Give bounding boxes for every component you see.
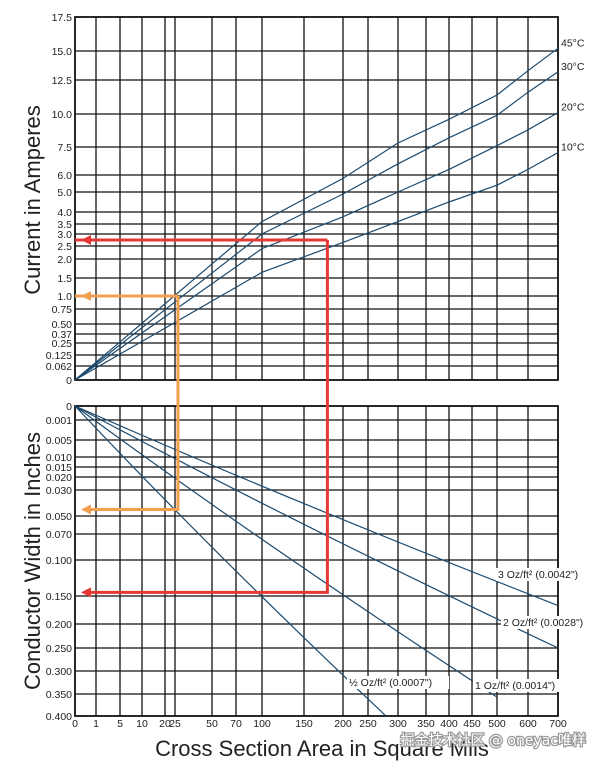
bottom-y-tick-label: 0.350 — [46, 689, 72, 701]
copper-weight-curve-label: 3 Oz/ft² (0.0042") — [498, 569, 578, 581]
copper-weight-curve-label: 1 Oz/ft² (0.0014") — [475, 680, 555, 692]
example-arrow-width — [81, 504, 91, 515]
bottom-y-tick-label: 0.070 — [46, 529, 72, 541]
copper-weight-curve-label: 2 Oz/ft² (0.0028") — [503, 617, 583, 629]
temperature-rise-curves: 45°C 30°C 20°C 10°C — [74, 37, 585, 381]
bottom-y-tick-label: 0.001 — [46, 415, 72, 427]
temperature-curve — [74, 71, 559, 381]
x-tick-label: 350 — [417, 718, 435, 730]
top-y-tick-label: 0.062 — [46, 361, 72, 373]
top-y-tick-label: 10.0 — [52, 109, 73, 121]
top-y-tick-label: 0.125 — [46, 350, 72, 362]
copper-weight-label-bg — [501, 616, 600, 629]
bottom-y-tick-label: 0.200 — [46, 619, 72, 631]
x-tick-label: 0 — [72, 718, 78, 730]
top-y-tick-label: 6.0 — [57, 170, 72, 182]
copper-weight-curves: 3 Oz/ft² (0.0042") 2 Oz/ft² (0.0028") 1 Oz… — [74, 405, 600, 717]
x-tick-label: 500 — [488, 718, 506, 730]
x-tick-label: 10 — [136, 718, 148, 730]
copper-weight-curve — [74, 405, 559, 649]
bottom-y-tick-label: 0.300 — [46, 666, 72, 678]
example-path-line — [87, 240, 329, 594]
x-tick-label: 100 — [253, 718, 271, 730]
x-tick-label: 1 — [93, 718, 99, 730]
top-y-tick-label: 2.0 — [57, 254, 72, 266]
top-y-tick-label: 15.0 — [52, 46, 73, 58]
x-tick-label: 50 — [206, 718, 218, 730]
top-chart-y-ticks: 00.0620.1250.250.370.500.751.01.52.02.53… — [46, 12, 72, 387]
temperature-curve — [74, 112, 559, 381]
top-y-tick-label: 12.5 — [52, 75, 73, 87]
bottom-chart-grid — [74, 405, 559, 717]
example-arrow-current — [81, 291, 91, 301]
copper-weight-label-bg — [347, 676, 449, 689]
x-tick-label: 400 — [440, 718, 458, 730]
x-axis-title: Cross Section Area in Square Mils — [155, 736, 489, 761]
bottom-y-tick-label: 0.400 — [46, 711, 72, 723]
x-tick-label: 25 — [169, 718, 181, 730]
top-y-tick-label: 1.0 — [57, 291, 72, 303]
top-y-tick-label: 5.0 — [57, 187, 72, 199]
top-y-tick-label: 7.5 — [57, 142, 72, 154]
copper-weight-label-bg — [473, 679, 577, 692]
y-axis-title-current: Current in Amperes — [20, 105, 45, 295]
temperature-curve-label: 30°C — [561, 61, 585, 73]
copper-weight-curve — [74, 405, 559, 607]
bottom-y-tick-label: 0.150 — [46, 591, 72, 603]
bottom-y-tick-label: 0.250 — [46, 643, 72, 655]
temperature-curve-label: 45°C — [561, 37, 585, 49]
top-y-tick-label: 1.5 — [57, 273, 72, 285]
bottom-y-tick-label: 0.050 — [46, 511, 72, 523]
copper-weight-label-bg — [496, 568, 600, 581]
example-arrow-width — [81, 587, 91, 598]
top-y-tick-label: 0.25 — [52, 338, 73, 350]
x-tick-label: 5 — [117, 718, 123, 730]
top-chart-grid — [74, 16, 559, 381]
top-y-tick-label: 3.0 — [57, 229, 72, 241]
x-tick-label: 600 — [519, 718, 537, 730]
copper-weight-curve — [74, 405, 387, 717]
copper-weight-curve-label: ½ Oz/ft² (0.0007") — [349, 677, 432, 689]
top-y-tick-label: 0 — [66, 375, 72, 387]
bottom-y-tick-label: 0.005 — [46, 435, 72, 447]
bottom-y-tick-label: 0.010 — [46, 452, 72, 464]
top-y-tick-label: 0.37 — [52, 329, 73, 341]
x-tick-label: 150 — [295, 718, 313, 730]
top-y-tick-label: 0.50 — [52, 319, 73, 331]
x-tick-label: 20 — [159, 718, 171, 730]
temperature-curve-label: 20°C — [561, 102, 585, 114]
x-tick-label: 250 — [359, 718, 377, 730]
watermark-text: 掘金技术社区 @ oneyac唯样 — [400, 733, 586, 749]
example-lookup-paths — [75, 235, 329, 598]
top-y-tick-label: 17.5 — [52, 12, 73, 24]
bottom-chart-frame — [74, 405, 559, 717]
bottom-y-tick-label: 0.015 — [46, 462, 72, 474]
temperature-curve — [74, 47, 559, 381]
top-y-tick-label: 2.5 — [57, 241, 72, 253]
x-tick-label: 70 — [230, 718, 242, 730]
bottom-y-tick-label: 0.020 — [46, 472, 72, 484]
top-y-tick-label: 3.5 — [57, 219, 72, 231]
bottom-y-tick-label: 0.100 — [46, 555, 72, 567]
y-axis-title-width: Conductor Width in Inches — [20, 432, 45, 690]
x-tick-label: 700 — [549, 718, 567, 730]
top-chart-frame — [74, 16, 559, 381]
x-tick-label: 450 — [463, 718, 481, 730]
bottom-y-tick-label: 0 — [66, 401, 72, 413]
temperature-curve-label: 10°C — [561, 142, 585, 154]
example-arrow-current — [81, 235, 91, 245]
bottom-y-tick-label: 0.030 — [46, 485, 72, 497]
x-tick-label: 200 — [334, 718, 352, 730]
top-y-tick-label: 0.75 — [52, 304, 73, 316]
copper-weight-curve — [74, 405, 498, 698]
x-tick-label: 300 — [389, 718, 407, 730]
top-y-tick-label: 4.0 — [57, 207, 72, 219]
temperature-curve — [74, 152, 559, 381]
example-path-line — [87, 296, 180, 511]
